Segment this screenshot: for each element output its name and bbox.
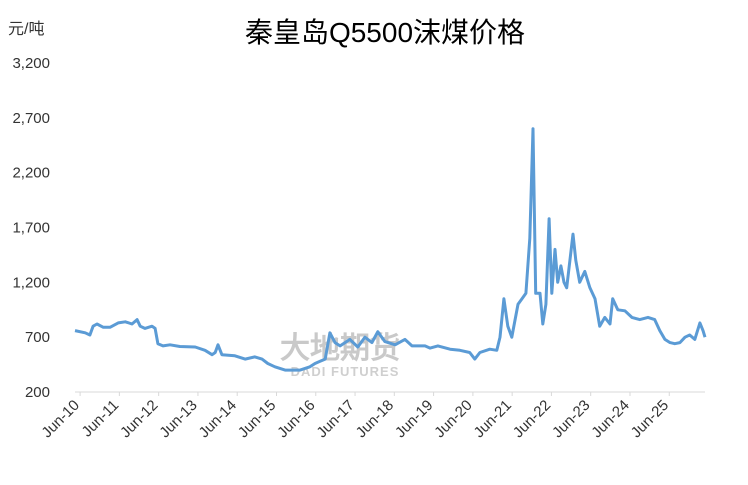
y-tick-label: 200: [25, 384, 50, 401]
x-tick-label: Jun-16: [274, 397, 318, 441]
x-tick-label: Jun-17: [313, 397, 357, 441]
x-tick-label: Jun-11: [79, 397, 123, 441]
x-tick-label: Jun-12: [117, 397, 161, 441]
x-tick-label: Jun-10: [38, 397, 82, 441]
x-tick-label: Jun-21: [471, 397, 515, 441]
chart-title: 秦皇岛Q5500沫煤价格: [245, 17, 525, 48]
y-axis-label: 元/吨: [8, 20, 44, 38]
x-tick-label: Jun-23: [549, 397, 593, 441]
x-tick-label: Jun-13: [156, 397, 200, 441]
x-tick-label: Jun-14: [196, 397, 240, 441]
watermark-sub: DADI FUTURES: [291, 364, 400, 379]
x-tick-label: Jun-19: [392, 397, 436, 441]
y-tick-label: 2,200: [12, 165, 50, 182]
line-series: [74, 127, 707, 372]
x-tick-label: Jun-15: [235, 397, 279, 441]
x-tick-label: Jun-24: [588, 397, 632, 441]
y-tick-label: 1,700: [12, 220, 50, 237]
y-tick-label: 2,700: [12, 110, 50, 127]
y-tick-label: 1,200: [12, 274, 50, 291]
x-tick-label: Jun-18: [353, 397, 397, 441]
x-tick-label: Jun-22: [510, 397, 554, 441]
y-tick-label: 3,200: [12, 55, 50, 72]
y-tick-label: 700: [25, 329, 50, 346]
x-tick-label: Jun-20: [431, 397, 475, 441]
x-tick-label: Jun-25: [628, 397, 672, 441]
